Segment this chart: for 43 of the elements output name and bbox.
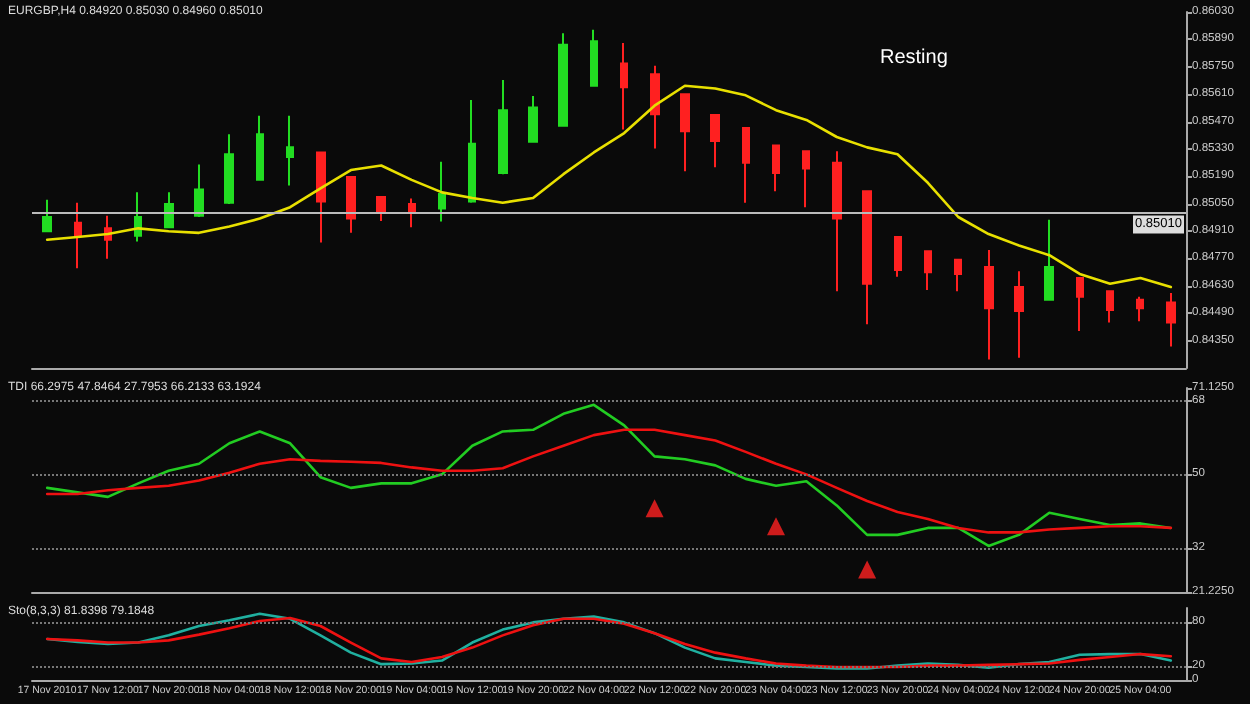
candlestick bbox=[650, 64, 660, 150]
candlestick bbox=[1044, 218, 1054, 302]
candlestick bbox=[286, 114, 294, 187]
candlestick bbox=[1136, 295, 1144, 323]
line-series bbox=[45, 403, 1173, 548]
candlestick bbox=[256, 114, 264, 181]
candlestick bbox=[1166, 291, 1176, 348]
candlestick bbox=[74, 201, 82, 270]
candlestick bbox=[1076, 277, 1084, 333]
candlestick bbox=[802, 150, 810, 209]
candlestick bbox=[164, 191, 174, 230]
candlestick bbox=[498, 79, 508, 176]
candlestick bbox=[862, 190, 872, 326]
candlestick bbox=[742, 126, 750, 204]
candlestick bbox=[528, 94, 538, 144]
candlestick bbox=[1106, 290, 1114, 324]
candlestick bbox=[832, 150, 842, 293]
candlestick bbox=[316, 151, 326, 244]
candlestick bbox=[346, 174, 356, 234]
point bbox=[645, 499, 664, 518]
candlestick bbox=[42, 198, 52, 233]
candlestick bbox=[468, 99, 476, 204]
point bbox=[767, 517, 786, 536]
candlestick bbox=[924, 250, 932, 291]
candlestick bbox=[710, 113, 720, 169]
candlestick bbox=[620, 41, 628, 131]
candlestick bbox=[134, 191, 142, 243]
line-series bbox=[45, 428, 1173, 534]
candlestick bbox=[984, 249, 994, 361]
candlestick bbox=[1014, 270, 1024, 359]
candlestick bbox=[224, 133, 234, 205]
candlestick bbox=[894, 235, 902, 278]
candlestick bbox=[772, 144, 780, 193]
candlestick bbox=[408, 197, 416, 229]
candlestick bbox=[438, 160, 446, 223]
candlestick bbox=[954, 258, 962, 293]
candlestick bbox=[558, 32, 568, 127]
candlestick bbox=[590, 28, 598, 87]
candlestick bbox=[680, 93, 690, 173]
point bbox=[858, 560, 877, 579]
candlestick bbox=[376, 196, 386, 222]
annotation: Resting bbox=[880, 47, 948, 69]
candlestick bbox=[194, 163, 204, 218]
